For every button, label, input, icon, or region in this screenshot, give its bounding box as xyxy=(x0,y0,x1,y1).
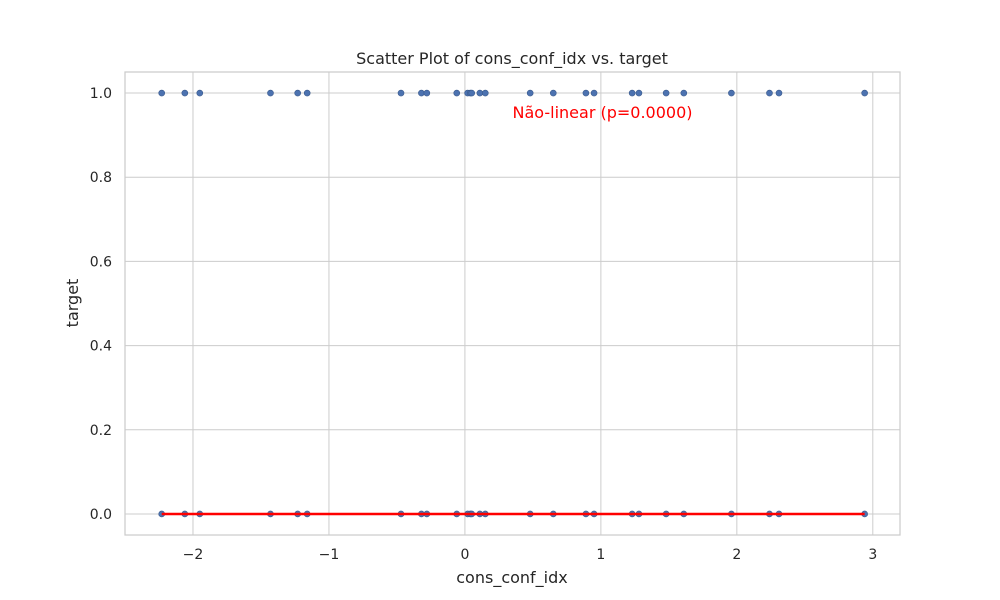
y-tick-label: 0.6 xyxy=(90,254,112,270)
x-tick-label: 1 xyxy=(596,547,605,563)
y-tick-label: 0.0 xyxy=(90,507,112,523)
x-tick-label: 2 xyxy=(732,547,741,563)
data-point xyxy=(303,89,311,97)
data-point xyxy=(590,89,598,97)
x-tick-label: 3 xyxy=(868,547,877,563)
data-point xyxy=(766,89,773,97)
data-point xyxy=(181,89,189,97)
x-tick-label: 0 xyxy=(460,547,469,563)
x-axis-label: cons_conf_idx xyxy=(456,568,568,588)
data-point xyxy=(397,89,405,97)
data-point xyxy=(476,89,484,97)
data-point xyxy=(549,89,557,97)
data-point xyxy=(418,89,425,97)
data-point xyxy=(635,89,643,97)
data-point xyxy=(582,89,590,97)
data-point xyxy=(468,89,476,97)
data-point xyxy=(423,89,431,97)
data-point xyxy=(861,89,868,97)
tick-labels: −2 −1 0 1 2 3 0.0 0.2 0.4 0.6 0.8 1.0 xyxy=(90,86,878,563)
y-axis-label: target xyxy=(63,279,82,328)
data-point xyxy=(158,89,166,97)
data-point xyxy=(680,89,688,97)
data-point xyxy=(775,89,783,97)
plot-frame xyxy=(124,71,901,536)
data-point xyxy=(662,89,670,97)
x-tick-label: −1 xyxy=(319,547,340,563)
y-tick-label: 0.4 xyxy=(90,339,112,355)
y-tick-label: 0.2 xyxy=(90,423,112,439)
data-point xyxy=(453,89,461,97)
data-point xyxy=(526,89,534,97)
data-point xyxy=(267,89,274,97)
data-point xyxy=(728,89,735,97)
y-tick-label: 0.8 xyxy=(90,170,112,186)
y-tick-label: 1.0 xyxy=(90,86,112,102)
annotation-label: Não-linear (p=0.0000) xyxy=(513,103,693,122)
data-point xyxy=(196,89,204,97)
x-tick-label: −2 xyxy=(183,547,204,563)
data-point xyxy=(482,89,489,97)
chart-title: Scatter Plot of cons_conf_idx vs. target xyxy=(356,49,668,69)
data-point xyxy=(294,89,301,97)
data-point xyxy=(628,89,636,97)
